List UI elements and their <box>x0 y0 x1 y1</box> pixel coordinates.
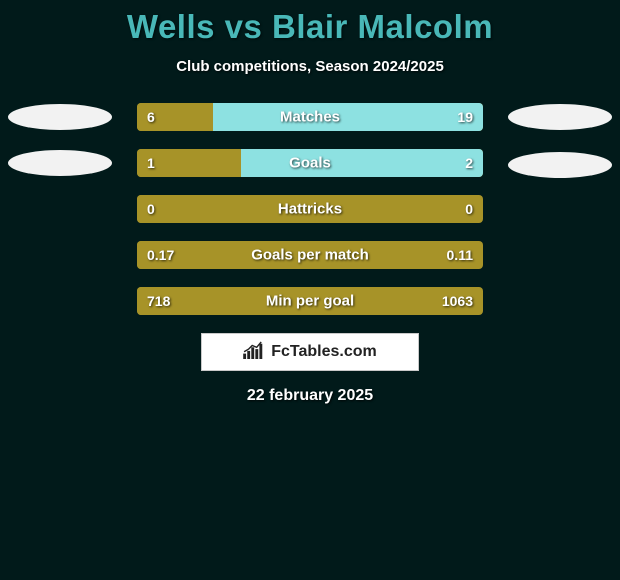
stat-row: 718 1063Min per goal <box>0 287 620 315</box>
stat-bar-track: 0 0Hattricks <box>137 195 483 223</box>
stat-bar-track: 12Goals <box>137 149 483 177</box>
stat-label: Hattricks <box>137 201 483 218</box>
bar-chart-icon <box>243 341 265 364</box>
source-badge: FcTables.com <box>201 333 419 371</box>
stat-value-right: 1063 <box>442 293 473 309</box>
stat-row: 12Goals <box>0 149 620 177</box>
stat-value-left: 0.17 <box>147 247 174 263</box>
stat-bar-left-fill <box>137 287 144 315</box>
footer-date: 22 february 2025 <box>0 387 620 405</box>
stat-bar-left-fill <box>137 195 144 223</box>
stat-row: 619Matches <box>0 103 620 131</box>
page-title: Wells vs Blair Malcolm <box>0 0 620 46</box>
stat-bar-track: 619Matches <box>137 103 483 131</box>
stat-value-left: 718 <box>147 293 170 309</box>
stat-label: Min per goal <box>137 293 483 310</box>
stat-bar-left-fill <box>137 149 241 177</box>
player-left-logo <box>8 104 112 130</box>
stat-row: 0 0Hattricks <box>0 195 620 223</box>
player-left-logo <box>8 150 112 176</box>
source-badge-text: FcTables.com <box>271 343 377 361</box>
stat-bar-left-fill <box>137 241 144 269</box>
subtitle: Club competitions, Season 2024/2025 <box>0 58 620 75</box>
player-right-logo <box>508 104 612 130</box>
stat-bar-track: 0.17 0.11Goals per match <box>137 241 483 269</box>
stat-value-right: 0.11 <box>447 247 473 263</box>
stat-label: Goals per match <box>137 247 483 264</box>
stat-bar-left-fill <box>137 103 213 131</box>
stat-bar-track: 718 1063Min per goal <box>137 287 483 315</box>
stat-value-left: 0 <box>147 201 155 217</box>
stat-value-right: 0 <box>465 201 473 217</box>
stat-bar-right-fill <box>241 149 483 177</box>
comparison-chart: 619Matches 12Goals 0 0Hattricks 0.17 0.11Goal… <box>0 103 620 315</box>
player-right-logo <box>508 152 612 178</box>
stat-row: 0.17 0.11Goals per match <box>0 241 620 269</box>
stat-bar-right-fill <box>213 103 483 131</box>
